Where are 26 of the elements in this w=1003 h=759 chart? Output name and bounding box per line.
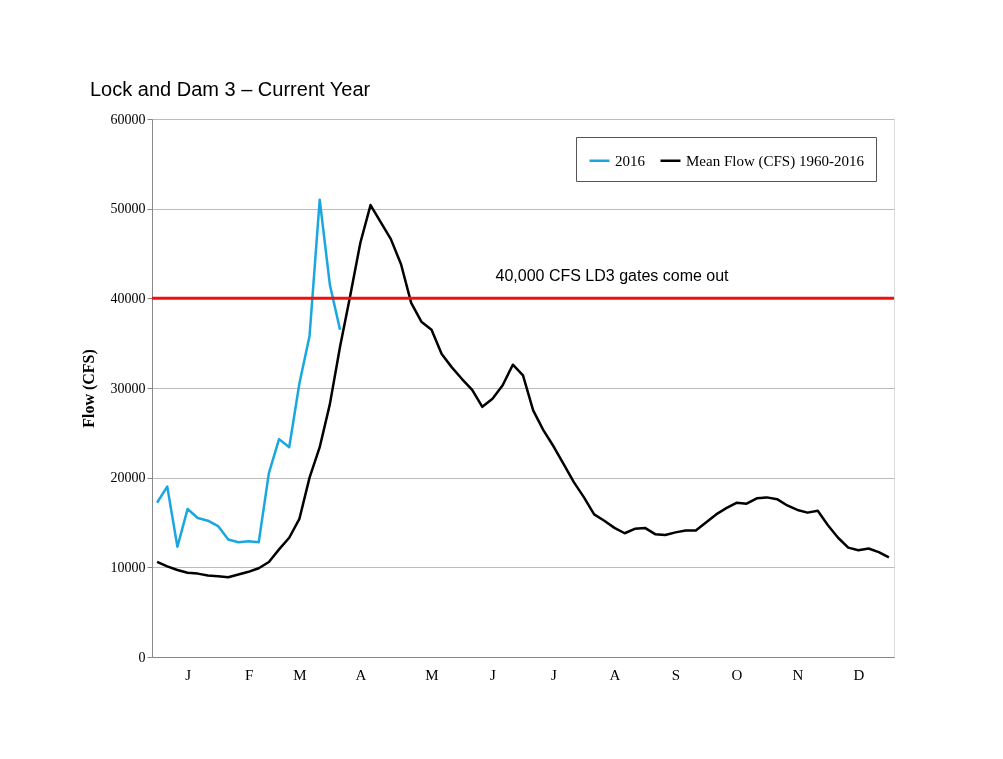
x-tick-label: M: [425, 666, 439, 683]
x-tick-label: M: [293, 666, 307, 683]
legend-label: 2016: [615, 152, 646, 169]
y-tick-label: 10000: [110, 559, 146, 575]
x-tick-label: O: [731, 666, 743, 683]
y-axis-title: Flow (CFS): [79, 349, 98, 428]
x-tick-label: N: [792, 666, 804, 683]
chart-title: Lock and Dam 3 – Current Year: [90, 78, 371, 100]
y-tick-label: 50000: [110, 201, 146, 217]
legend-label: Mean Flow (CFS) 1960-2016: [686, 152, 865, 170]
x-tick-label: J: [551, 666, 558, 683]
x-tick-label: S: [671, 666, 681, 683]
line-series: [155, 203, 891, 579]
y-tick-label: 40000: [110, 290, 146, 306]
x-tick-label: J: [490, 666, 497, 683]
ref-line-label: 40,000 CFS LD3 gates come out: [495, 267, 730, 285]
line-series: [155, 198, 342, 548]
x-tick-label: A: [609, 666, 621, 683]
y-tick-label: 60000: [110, 111, 146, 127]
x-tick-label: A: [355, 666, 367, 683]
x-tick-label: F: [244, 666, 254, 683]
x-tick-label: D: [853, 666, 865, 683]
y-tick-label: 20000: [110, 470, 146, 486]
y-tick-label: 0: [138, 649, 146, 665]
y-tick-label: 30000: [110, 380, 146, 396]
x-tick-label: J: [185, 666, 192, 683]
